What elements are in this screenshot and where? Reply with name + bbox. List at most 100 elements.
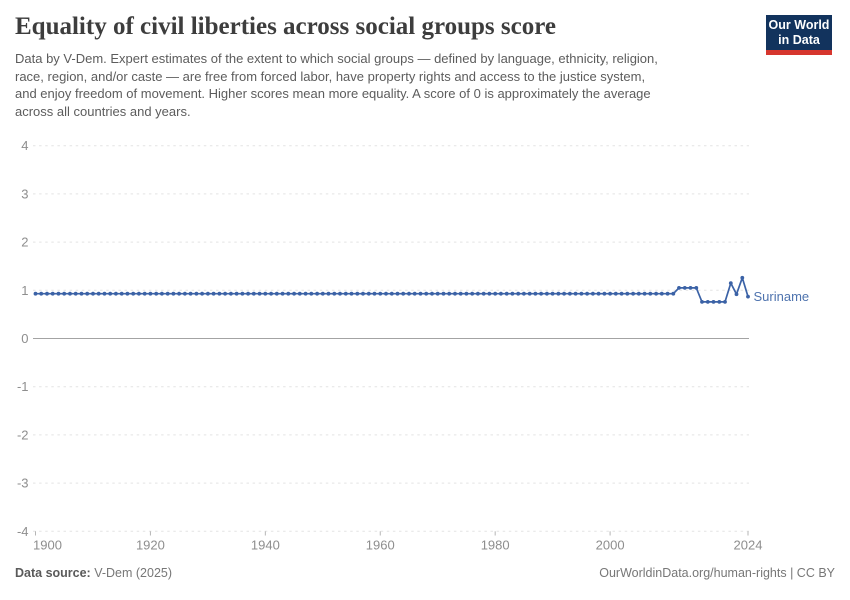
data-point-marker bbox=[119, 291, 124, 296]
data-point-marker bbox=[332, 291, 337, 296]
y-axis-tick-label: -2 bbox=[17, 427, 29, 442]
data-point-marker bbox=[734, 292, 739, 297]
data-point-marker bbox=[539, 291, 543, 296]
data-point-marker bbox=[642, 291, 647, 296]
x-axis-tick-label: 2024 bbox=[734, 538, 763, 553]
data-point-marker bbox=[441, 291, 446, 296]
data-point-marker bbox=[223, 291, 228, 296]
data-point-marker bbox=[636, 291, 641, 296]
data-point-marker bbox=[378, 291, 383, 296]
data-point-marker bbox=[366, 291, 371, 296]
subtitle-line: and enjoy freedom of movement. Higher sc… bbox=[15, 86, 651, 102]
data-point-marker bbox=[229, 291, 233, 296]
data-point-marker bbox=[309, 291, 314, 296]
data-point-marker bbox=[349, 291, 354, 296]
series-label-suriname: Suriname bbox=[754, 289, 810, 304]
data-point-marker bbox=[481, 291, 486, 296]
data-point-marker bbox=[412, 291, 417, 296]
data-point-marker bbox=[188, 291, 193, 296]
data-point-marker bbox=[343, 291, 348, 296]
data-point-marker bbox=[395, 291, 400, 296]
data-point-marker bbox=[625, 291, 630, 296]
data-point-marker bbox=[740, 275, 745, 280]
owid-logo-red-bar bbox=[766, 50, 832, 55]
data-point-marker bbox=[96, 291, 101, 296]
data-point-marker bbox=[142, 291, 147, 296]
data-point-marker bbox=[504, 291, 509, 296]
data-point-marker bbox=[700, 300, 704, 304]
data-point-marker bbox=[320, 291, 325, 296]
data-point-marker bbox=[102, 291, 107, 296]
y-axis-tick-label: 1 bbox=[21, 283, 28, 298]
data-point-marker bbox=[56, 291, 61, 296]
data-point-marker bbox=[596, 291, 601, 296]
data-point-marker bbox=[527, 291, 532, 296]
data-point-marker bbox=[160, 291, 164, 296]
owid-logo-line1: Our World bbox=[768, 18, 830, 32]
data-point-marker bbox=[671, 291, 676, 296]
data-point-marker bbox=[384, 291, 388, 296]
data-point-marker bbox=[154, 291, 159, 296]
data-point-marker bbox=[355, 291, 360, 296]
data-point-marker bbox=[269, 291, 273, 296]
data-point-marker bbox=[694, 286, 699, 290]
data-source-label: Data source: bbox=[15, 566, 91, 580]
data-point-marker bbox=[717, 300, 722, 304]
data-point-marker bbox=[493, 291, 498, 296]
y-axis-tick-label: -1 bbox=[17, 379, 29, 394]
data-point-marker bbox=[33, 291, 38, 296]
data-point-marker bbox=[619, 291, 624, 296]
y-axis-tick-label: 4 bbox=[21, 138, 28, 153]
data-point-marker bbox=[728, 281, 733, 285]
data-point-marker bbox=[326, 291, 331, 296]
page-title: Equality of civil liberties across socia… bbox=[15, 13, 556, 40]
data-point-marker bbox=[682, 286, 687, 290]
data-point-marker bbox=[579, 291, 584, 296]
data-point-marker bbox=[257, 291, 262, 296]
data-point-marker bbox=[183, 291, 187, 296]
data-point-marker bbox=[746, 294, 750, 299]
data-point-marker bbox=[263, 291, 268, 296]
data-point-marker bbox=[556, 291, 561, 296]
data-point-marker bbox=[522, 291, 526, 296]
data-point-marker bbox=[303, 291, 308, 296]
owid-logo: Our World in Data bbox=[766, 15, 832, 55]
data-point-marker bbox=[148, 291, 153, 296]
y-axis-tick-label: 2 bbox=[21, 235, 28, 250]
data-point-marker bbox=[401, 291, 406, 296]
y-axis-tick-label: 0 bbox=[21, 331, 28, 346]
x-axis-tick-label: 1980 bbox=[481, 538, 510, 553]
x-axis-tick-label: 1940 bbox=[251, 538, 280, 553]
data-point-marker bbox=[435, 291, 440, 296]
data-point-marker bbox=[131, 291, 136, 296]
data-point-marker bbox=[499, 291, 503, 296]
data-point-marker bbox=[476, 291, 480, 296]
data-point-marker bbox=[50, 291, 55, 296]
data-point-marker bbox=[211, 291, 216, 296]
y-axis-tick-label: 3 bbox=[21, 186, 28, 201]
data-point-marker bbox=[418, 291, 423, 296]
data-point-marker bbox=[545, 291, 549, 296]
data-point-marker bbox=[470, 291, 475, 296]
data-point-marker bbox=[447, 291, 452, 296]
data-point-marker bbox=[79, 291, 84, 296]
data-point-marker bbox=[251, 291, 256, 296]
data-point-marker bbox=[39, 291, 44, 296]
data-point-marker bbox=[280, 291, 285, 296]
data-point-marker bbox=[659, 291, 664, 296]
data-point-marker bbox=[194, 291, 199, 296]
data-point-marker bbox=[200, 291, 205, 296]
data-point-marker bbox=[407, 291, 411, 296]
owid-logo-box: Our World in Data bbox=[766, 15, 832, 50]
data-point-marker bbox=[108, 291, 113, 296]
data-line-suriname[interactable] bbox=[35, 276, 749, 303]
data-point-marker bbox=[177, 291, 182, 296]
data-point-marker bbox=[292, 291, 296, 296]
data-point-marker bbox=[62, 291, 67, 296]
credit-link: OurWorldinData.org/human-rights | CC BY bbox=[599, 566, 835, 580]
data-point-marker bbox=[550, 291, 555, 296]
data-point-marker bbox=[430, 291, 434, 296]
data-point-marker bbox=[68, 291, 72, 296]
